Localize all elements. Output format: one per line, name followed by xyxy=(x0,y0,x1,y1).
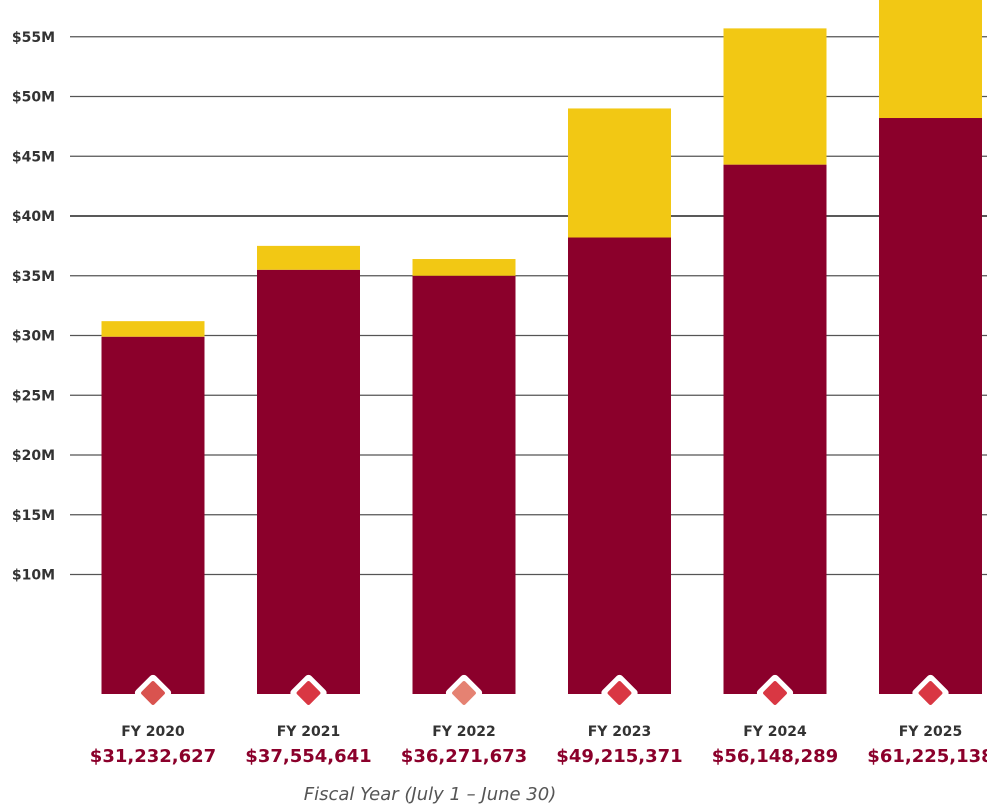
y-tick-label: $10M xyxy=(12,568,55,584)
diamond-marker xyxy=(134,674,172,712)
category-label: FY 2024 xyxy=(743,724,807,740)
total-value-label: $31,232,627 xyxy=(90,746,216,767)
diamond-marker-fill xyxy=(296,681,321,705)
bar-segment-secondary xyxy=(568,108,671,238)
bar-segment-secondary xyxy=(412,259,516,276)
diamond-marker-fill xyxy=(141,681,165,705)
y-tick-label: $40M xyxy=(12,209,55,225)
bar-segment-secondary xyxy=(723,28,827,165)
diamond-marker-fill xyxy=(918,681,943,705)
category-label: FY 2021 xyxy=(277,724,341,740)
diamond-marker xyxy=(912,674,949,712)
category-label: FY 2020 xyxy=(121,724,185,740)
bar-segment-primary xyxy=(412,275,516,694)
category-label: FY 2025 xyxy=(899,724,963,740)
diamond-marker-fill xyxy=(452,681,476,705)
y-tick-label: $35M xyxy=(12,269,55,285)
diamond-marker-fill xyxy=(763,681,787,705)
y-tick-label: $30M xyxy=(12,329,55,345)
y-tick-label: $20M xyxy=(12,448,55,464)
gridlines xyxy=(70,36,987,576)
bar-segment-primary xyxy=(257,269,360,694)
category-label: FY 2023 xyxy=(588,724,652,740)
bar-segment-primary xyxy=(879,118,982,694)
x-axis-label: Fiscal Year (July 1 – June 30) xyxy=(303,784,557,805)
bar-segment-secondary xyxy=(879,0,982,119)
total-value-label: $37,554,641 xyxy=(245,746,371,767)
diamond-marker xyxy=(601,674,638,712)
total-value-label: $61,225,138 xyxy=(867,746,987,767)
diamond-marker-fill xyxy=(607,681,632,705)
y-tick-label: $45M xyxy=(12,149,55,165)
bar-segment-primary xyxy=(568,237,671,694)
bar-segment-secondary xyxy=(101,321,205,337)
bar-segment-secondary xyxy=(257,245,360,270)
diamond-marker xyxy=(756,674,794,712)
y-tick-label: $55M xyxy=(12,30,55,46)
y-tick-label: $15M xyxy=(12,508,55,524)
y-tick-label: $25M xyxy=(12,388,55,404)
y-axis-tick-labels: $10M $15M $20M $25M $30M $35M $40M $45M $50M $55M… xyxy=(12,30,55,584)
bar-segment-primary xyxy=(723,164,827,695)
bars xyxy=(101,0,982,695)
category-labels: FY 2020 $31,232,627 FY 2021 $37,554,641 FY 2… xyxy=(90,724,987,767)
category-label: FY 2022 xyxy=(432,724,496,740)
bar-markers xyxy=(134,674,949,712)
y-tick-label: $50M xyxy=(12,90,55,106)
bar-segment-primary xyxy=(101,336,205,694)
diamond-marker xyxy=(445,674,483,712)
total-value-label: $49,215,371 xyxy=(556,746,682,767)
total-value-label: $56,148,289 xyxy=(712,746,838,767)
total-value-label: $36,271,673 xyxy=(401,746,527,767)
diamond-marker xyxy=(290,674,327,712)
